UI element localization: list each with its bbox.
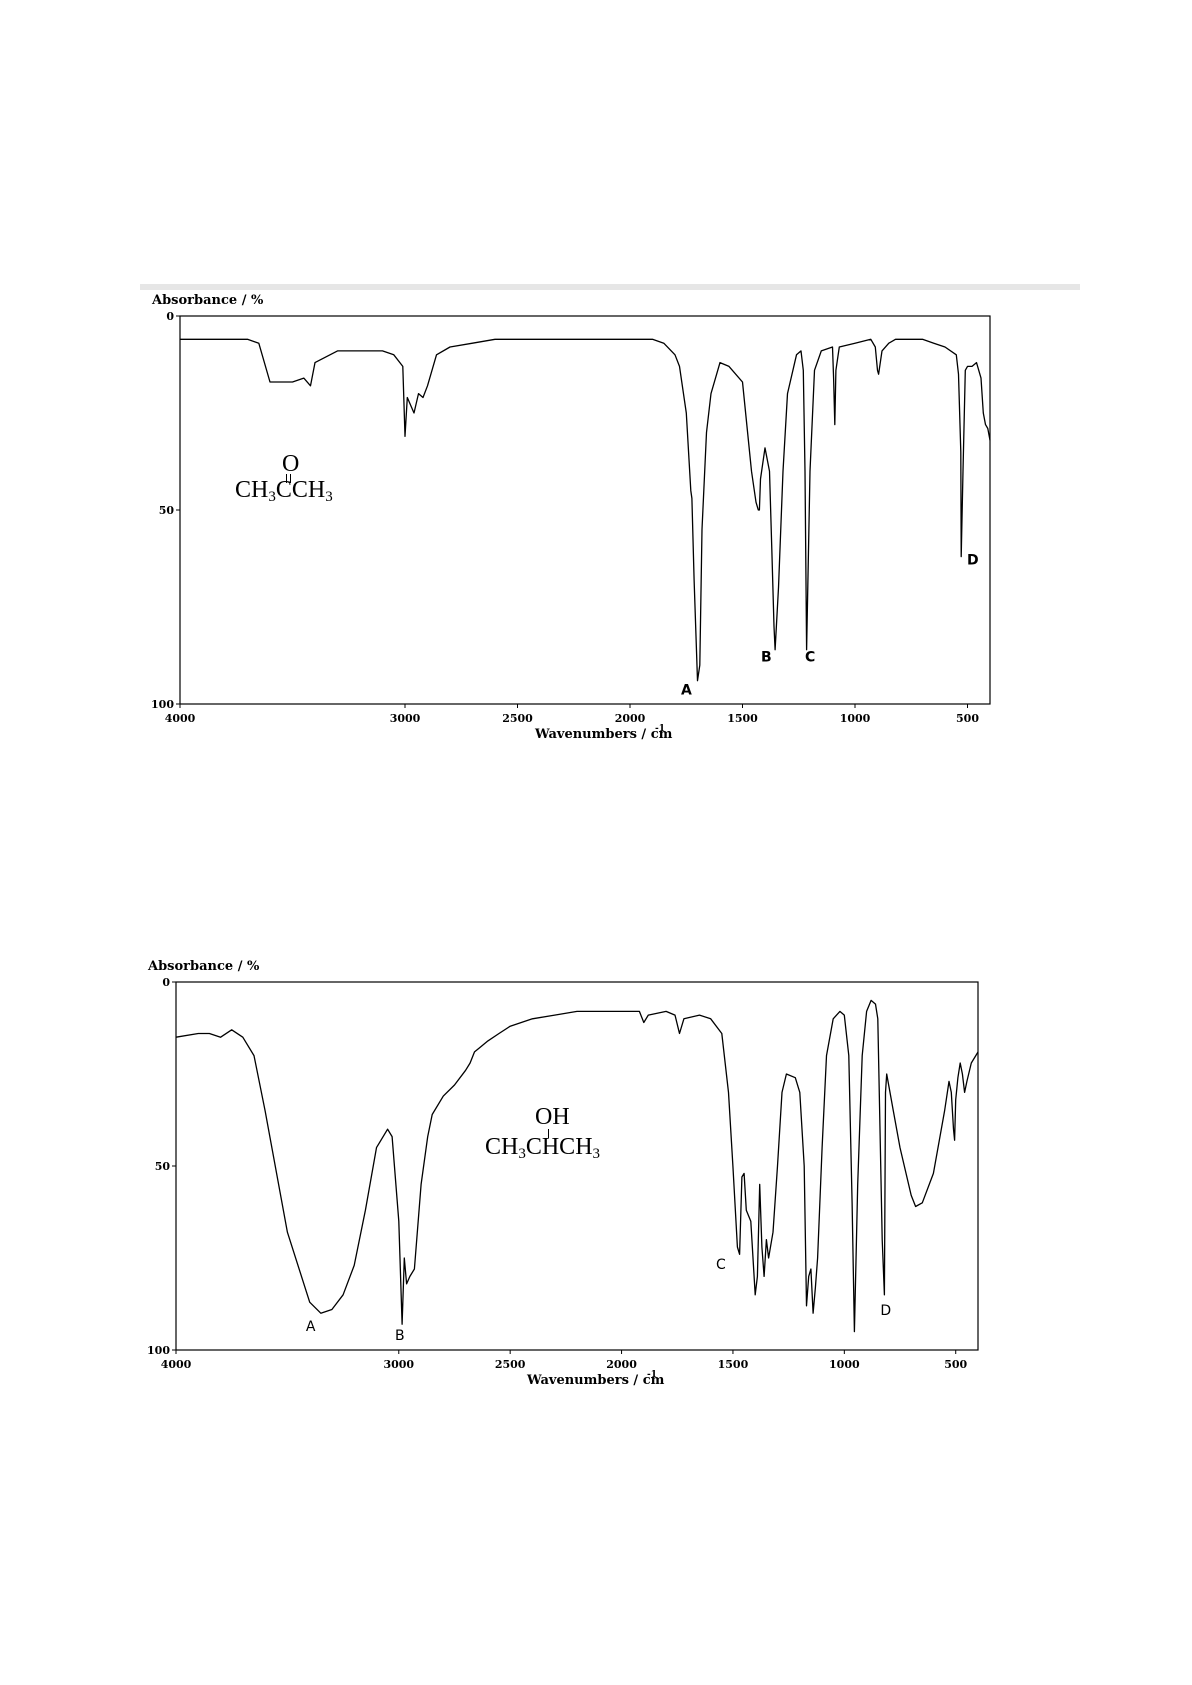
x-tick-label: 1000: [829, 1358, 860, 1371]
x-axis-label-superscript: -1: [655, 724, 665, 734]
molecule-main-text: CH3CCH3: [235, 477, 333, 505]
peak-label-c: C: [716, 1257, 726, 1273]
y-tick-label: 0: [166, 310, 174, 323]
x-tick-label: 2000: [615, 712, 646, 725]
x-axis-label: Wavenumbers / cm: [526, 1373, 665, 1388]
peak-label-b: B: [395, 1328, 405, 1344]
x-tick-label: 1500: [718, 1358, 749, 1371]
x-tick-label: 3000: [390, 712, 421, 725]
x-tick-label: 2000: [606, 1358, 637, 1371]
peak-label-d: D: [967, 553, 979, 569]
y-tick-label: 50: [155, 1160, 171, 1173]
y-tick-label: 100: [147, 1344, 170, 1357]
ir-spectrum-isopropanol: Absorbance / % 0 50 100 4000 3000 2500 2000 1500…: [147, 959, 1072, 1488]
x-tick-label: 500: [956, 712, 979, 725]
molecule-single-bond: [548, 1129, 549, 1138]
ir-spectrum-acetone: Absorbance / % 0 50 100 4000 3000 2500 2000 1500…: [140, 284, 1080, 800]
spectrum-line: [175, 999, 979, 1333]
molecule-double-bond: [286, 474, 291, 483]
y-tick-label: 50: [159, 504, 175, 517]
molecule-main-text: CH3CHCH3: [485, 1134, 601, 1162]
peak-label-b: B: [761, 650, 772, 666]
x-tick-label: 2500: [502, 712, 533, 725]
peak-label-a: A: [306, 1319, 316, 1335]
y-tick-label: 100: [151, 698, 174, 711]
peak-label-c: C: [805, 650, 815, 666]
y-axis-label: Absorbance / %: [151, 293, 264, 308]
x-tick-label: 1000: [840, 712, 871, 725]
x-tick-label: 1500: [727, 712, 758, 725]
x-tick-label: 4000: [161, 1358, 192, 1371]
x-axis-label-superscript: -1: [647, 1370, 657, 1380]
x-tick-label: 2500: [495, 1358, 526, 1371]
x-axis-label: Wavenumbers / cm: [534, 727, 673, 742]
y-axis-label: Absorbance / %: [147, 959, 260, 974]
molecule-acetone: O CH3CCH3: [235, 452, 333, 505]
molecule-top-atom: OH: [535, 1104, 570, 1130]
y-tick-label: 0: [162, 976, 170, 989]
peak-label-d: D: [880, 1303, 891, 1319]
spectrum-line: [180, 338, 991, 682]
x-tick-label: 3000: [383, 1358, 414, 1371]
molecule-top-atom: O: [282, 451, 300, 477]
molecule-isopropanol: OH CH3CHCH3: [485, 1105, 601, 1162]
plot-frame: [179, 315, 991, 705]
x-tick-label: 500: [944, 1358, 967, 1371]
x-tick-label: 4000: [165, 712, 196, 725]
peak-label-a: A: [681, 683, 692, 699]
